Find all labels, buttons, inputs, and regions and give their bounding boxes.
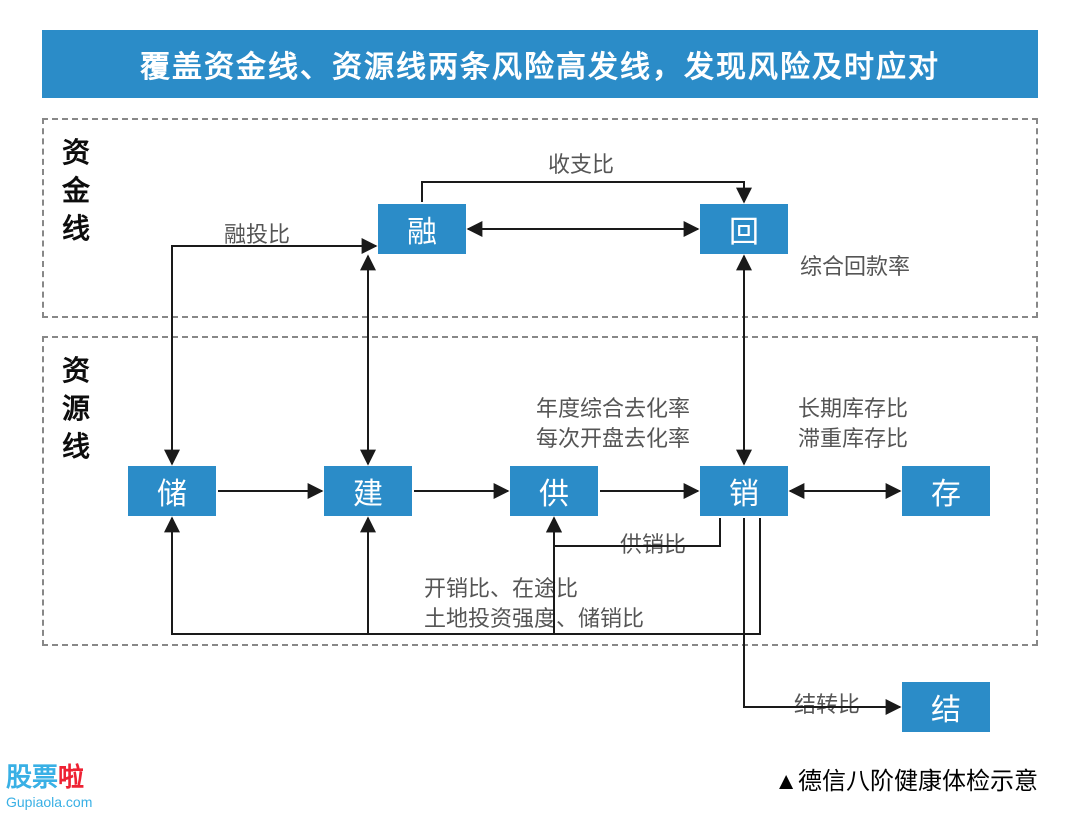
caption: ▲德信八阶健康体检示意 xyxy=(774,761,1038,796)
node-hui: 回 xyxy=(700,204,788,254)
logo-main: 股票啦 xyxy=(6,762,84,792)
node-chu: 储 xyxy=(128,466,216,516)
watermark-logo: 股票啦 Gupiaola.com xyxy=(6,757,92,810)
title-text: 覆盖资金线、资源线两条风险高发线，发现风险及时应对 xyxy=(140,42,940,86)
logo-sub: Gupiaola.com xyxy=(6,794,92,810)
node-jian: 建 xyxy=(324,466,412,516)
node-xiao: 销 xyxy=(700,466,788,516)
label-zonghe: 综合回款率 xyxy=(800,252,910,282)
funds-line-label: 资金线 xyxy=(62,134,92,247)
label-kaixiao: 开销比、在途比土地投资强度、储销比 xyxy=(424,574,644,633)
node-jie: 结 xyxy=(902,682,990,732)
label-changqi: 长期库存比滞重库存比 xyxy=(798,394,908,453)
resources-line-label: 资源线 xyxy=(62,352,92,465)
node-rong: 融 xyxy=(378,204,466,254)
label-gongxiao: 供销比 xyxy=(620,530,686,560)
label-shouzhi: 收支比 xyxy=(548,150,614,180)
title-bar: 覆盖资金线、资源线两条风险高发线，发现风险及时应对 xyxy=(42,30,1038,98)
node-cun: 存 xyxy=(902,466,990,516)
label-jiezhuan: 结转比 xyxy=(794,690,860,720)
label-niandu: 年度综合去化率每次开盘去化率 xyxy=(536,394,690,453)
node-gong: 供 xyxy=(510,466,598,516)
funds-line-box: 资金线 xyxy=(42,118,1038,318)
label-rongtou: 融投比 xyxy=(224,220,290,250)
